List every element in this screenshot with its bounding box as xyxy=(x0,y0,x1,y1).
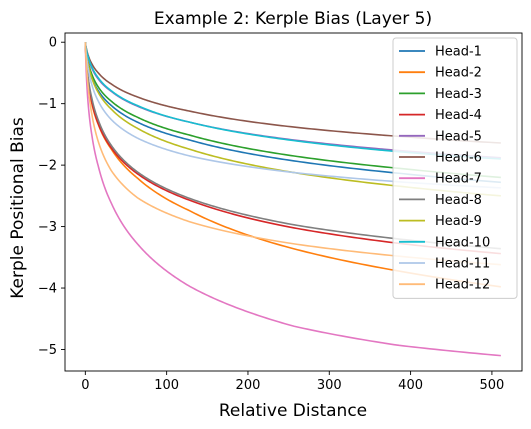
legend-label-head-11: Head-11 xyxy=(435,257,490,272)
legend-label-head-10: Head-10 xyxy=(435,235,490,250)
y-tick-label: −1 xyxy=(38,97,57,112)
legend-label-head-4: Head-4 xyxy=(435,108,482,123)
x-tick-label: 100 xyxy=(154,378,179,393)
legend-label-head-3: Head-3 xyxy=(435,87,482,102)
y-tick-label: −4 xyxy=(38,282,57,297)
legend: Head-1 Head-2 Head-3 Head-4 Head-5 Head-6 Head… xyxy=(392,37,518,299)
y-axis-title: Kerple Positional Bias xyxy=(8,117,28,299)
legend-label-head-1: Head-1 xyxy=(435,45,482,60)
series-lines xyxy=(84,41,501,357)
legend-label-head-2: Head-2 xyxy=(435,66,482,81)
series-line-head-12 xyxy=(84,41,501,266)
x-tick-label: 400 xyxy=(398,378,423,393)
legend-label-head-9: Head-9 xyxy=(435,214,482,229)
x-tick-label: 200 xyxy=(236,378,261,393)
x-tick-label: 0 xyxy=(81,378,89,393)
y-tick-label: 0 xyxy=(49,36,57,51)
legend-label-head-7: Head-7 xyxy=(435,172,482,187)
y-tick-label: −3 xyxy=(38,220,57,235)
plot-frame xyxy=(64,32,523,372)
series-line-head-10 xyxy=(84,41,501,160)
legend-label-head-6: Head-6 xyxy=(435,151,482,166)
plot-area: 0 100 200 300 400 500 0 −1 −2 −3 −4 −5 xyxy=(38,32,523,393)
series-line-head-7 xyxy=(84,42,501,357)
chart-title: Example 2: Kerple Bias (Layer 5) xyxy=(154,9,432,29)
legend-label-head-12: Head-12 xyxy=(435,278,490,293)
x-tick-label: 500 xyxy=(479,378,504,393)
y-tick-label: −5 xyxy=(38,343,57,358)
x-axis-title: Relative Distance xyxy=(219,401,367,421)
y-tick-label: −2 xyxy=(38,159,57,174)
legend-label-head-8: Head-8 xyxy=(435,193,482,208)
legend-box xyxy=(392,37,518,299)
legend-label-head-5: Head-5 xyxy=(435,129,482,144)
x-tick-label: 300 xyxy=(317,378,342,393)
